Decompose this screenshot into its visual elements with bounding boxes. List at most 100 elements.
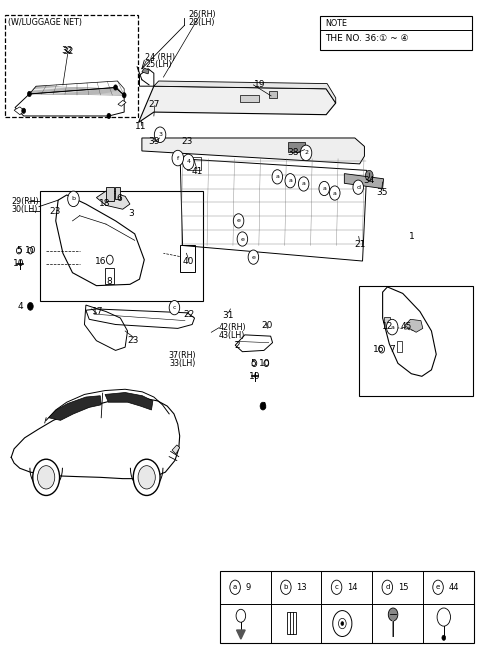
Text: 13: 13 [296,583,307,592]
Circle shape [299,177,309,191]
Circle shape [37,466,55,489]
Text: d: d [385,584,389,591]
Text: 10: 10 [249,372,260,381]
Circle shape [365,171,373,180]
Text: 42(RH): 42(RH) [219,323,247,332]
Circle shape [230,580,240,594]
Circle shape [33,459,60,495]
Text: 1: 1 [409,232,415,241]
Circle shape [386,319,398,335]
Text: a: a [333,191,336,195]
Circle shape [433,580,444,594]
Text: 2: 2 [304,151,308,155]
Text: 14: 14 [347,583,358,592]
Circle shape [107,255,113,264]
Text: 26(RH): 26(RH) [188,10,216,19]
Text: b: b [284,584,288,591]
Circle shape [331,580,342,594]
Text: a: a [233,584,237,591]
Bar [321,16,472,50]
Polygon shape [405,319,423,332]
Polygon shape [118,101,126,106]
Text: 8: 8 [107,277,112,286]
Text: 4: 4 [18,302,24,311]
Bar [384,317,390,328]
Circle shape [122,93,126,98]
Text: 32: 32 [61,46,72,55]
Circle shape [442,635,446,641]
Text: e: e [252,254,255,260]
Circle shape [138,466,156,489]
Text: 3: 3 [129,208,134,217]
Bar [359,286,473,396]
Text: 9: 9 [246,583,251,592]
Text: 40: 40 [182,257,194,266]
Circle shape [382,580,393,594]
Text: THE NO. 36:① ~ ④: THE NO. 36:① ~ ④ [325,34,409,43]
Text: 19: 19 [254,80,266,90]
Text: 23: 23 [181,137,193,146]
Circle shape [272,170,283,184]
Circle shape [169,300,180,315]
Text: b: b [72,197,75,201]
Text: e: e [240,236,244,241]
Text: 24 (RH): 24 (RH) [145,53,175,62]
Circle shape [264,360,269,367]
Circle shape [27,92,31,97]
Text: 25(LH): 25(LH) [145,60,172,69]
Text: e: e [237,218,240,223]
Circle shape [300,145,312,161]
Text: c: c [335,584,338,591]
Text: f: f [177,156,179,160]
Circle shape [107,114,111,119]
Text: 2: 2 [234,341,240,350]
Polygon shape [14,107,24,115]
Text: 23: 23 [49,207,60,216]
Text: 17: 17 [92,307,103,316]
Text: 29(RH): 29(RH) [11,197,39,206]
Text: 44: 44 [449,583,459,592]
Circle shape [172,151,183,166]
Text: 6: 6 [117,194,122,203]
Text: 20: 20 [261,321,273,330]
Text: a: a [276,175,279,179]
Text: a: a [390,324,394,330]
Bar [40,191,203,301]
Circle shape [319,181,329,195]
Circle shape [28,247,33,254]
Text: d: d [356,185,360,190]
Text: 31: 31 [223,311,234,320]
Text: 4: 4 [186,160,190,164]
Bar [397,341,402,352]
Text: 21: 21 [354,239,365,249]
Circle shape [16,247,21,254]
Bar [105,268,114,284]
Circle shape [114,85,118,90]
Polygon shape [344,173,384,188]
Text: 3: 3 [158,132,162,137]
Text: 10: 10 [24,246,36,255]
Text: 39: 39 [148,138,159,147]
Text: c: c [173,305,176,310]
Text: 33(LH): 33(LH) [169,359,196,368]
Text: 45: 45 [401,322,412,331]
Text: 10: 10 [13,259,24,268]
Circle shape [281,580,291,594]
Circle shape [27,302,33,310]
Text: NOTE: NOTE [325,19,347,28]
Text: 5: 5 [16,246,22,255]
Polygon shape [48,396,101,421]
Text: 38: 38 [287,149,299,158]
Text: 10: 10 [259,359,271,368]
Bar [220,570,474,643]
Text: 32: 32 [62,47,73,56]
Bar [269,92,277,98]
Bar [180,245,195,272]
Text: 37(RH): 37(RH) [169,351,196,360]
Circle shape [68,191,79,206]
Circle shape [341,622,344,626]
Text: 43(LH): 43(LH) [219,331,245,340]
Text: 4: 4 [260,402,266,411]
Circle shape [182,154,194,170]
Bar [106,186,114,201]
